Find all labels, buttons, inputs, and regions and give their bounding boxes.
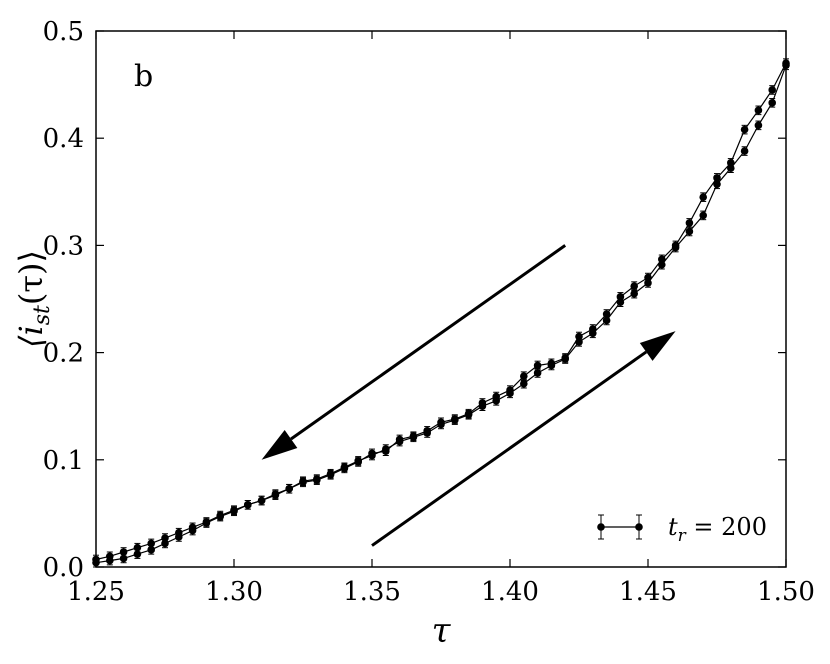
data-point [285,484,294,493]
y-tick-label: 0.2 [43,339,84,369]
data-point [520,379,528,388]
data-point [630,289,638,298]
data-point [492,392,501,401]
legend-marker [597,514,643,540]
data-point [575,332,583,341]
x-axis-label: τ [432,611,452,651]
data-point [464,409,473,418]
data-point [699,193,707,201]
data-point [630,282,638,290]
data-point [602,310,611,318]
data-point [451,415,459,423]
data-point [547,359,556,368]
data-point [230,506,238,514]
data-point [616,293,625,301]
y-axis-label: ⟨ist(τ)⟩ [12,250,55,348]
plot-frame [95,30,787,568]
arrow-head-1 [261,430,298,460]
data-point [768,99,776,107]
data-point [147,539,155,548]
series-line-2 [95,62,787,561]
data-point [685,219,694,227]
y-tick-label: 0.5 [43,17,84,47]
arrow-head-2 [639,331,676,361]
y-tick-label: 0.1 [43,446,84,476]
panel-label: b [134,59,153,94]
data-point [202,518,211,526]
data-point [671,241,680,250]
x-tick-label: 1.40 [481,577,539,607]
legend-point [635,523,643,531]
data-point [644,279,652,287]
data-point [478,399,487,407]
data-point [754,106,763,115]
data-point [685,227,694,236]
data-point [713,174,721,182]
data-point [699,211,707,220]
data-point [658,255,666,264]
data-point [533,361,542,370]
data-point [740,125,749,134]
plot-area [92,58,790,568]
data-point [382,447,390,456]
data-point [133,543,142,552]
x-tick-label: 1.50 [757,577,815,607]
data-point [589,325,597,333]
data-point [437,418,445,427]
data-point [395,435,404,444]
data-point [175,528,183,537]
arrow-shaft-2 [371,350,648,547]
data-point [257,496,266,505]
data-point [409,432,418,441]
data-point [244,501,252,509]
legend-point [597,523,605,531]
data-point [216,511,224,520]
data-point [768,86,776,94]
data-point [161,539,169,548]
data-point [616,298,625,307]
y-tick-label: 0.4 [43,124,84,154]
data-point [188,523,197,532]
data-point [423,427,432,435]
data-point [727,159,735,167]
data-point [754,121,763,130]
data-point [561,354,569,362]
x-tick-label: 1.45 [619,577,677,607]
data-point [520,372,528,380]
data-point [644,273,652,282]
legend: tr = 200 [597,513,767,546]
y-tick-label: 0.0 [43,553,84,583]
series-line-1 [95,65,787,564]
data-point [271,491,280,499]
data-point [740,147,749,155]
data-point [727,164,735,173]
data-point [368,449,376,458]
x-tick-label: 1.30 [205,577,263,607]
data-point [326,471,335,479]
data-point [106,552,114,561]
data-point [313,476,321,484]
axis-ticks: 1.25 1.30 1.35 1.40 1.45 1.50 0.0 0.1 0.2 0.3 0.4 0… [43,17,815,607]
data-point [506,386,514,394]
arrow-shaft-1 [290,244,567,441]
x-tick-label: 1.25 [67,577,125,607]
data-point [340,464,349,473]
data-point [119,548,128,556]
y-tick-label: 0.3 [43,231,84,261]
data-point [533,369,542,377]
data-point [299,478,307,487]
x-tick-label: 1.35 [343,577,401,607]
legend-label: tr = 200 [668,513,767,546]
data-point [161,534,169,542]
data-point [354,458,363,466]
